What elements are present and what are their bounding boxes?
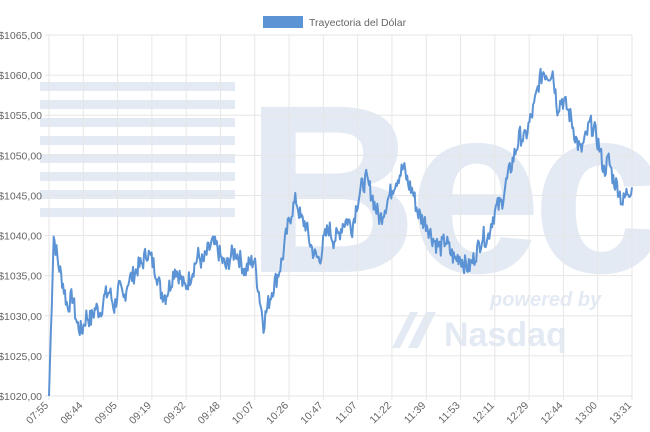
bec-nasdaq-watermark: Bec powered by Nasdaq: [40, 55, 650, 354]
grid-lines: [45, 34, 633, 400]
x-tick-label: 11:22: [368, 400, 395, 427]
y-axis: $1020,00 $1025,00 $1030,00 $1035,00 $1040,00…: [0, 30, 42, 403]
x-tick-label: 10:26: [264, 400, 291, 427]
x-tick-label: 09:19: [127, 400, 154, 427]
x-axis: 07:55 08:44 09:05 09:19 09:32 09:48 10:07 10:26…: [24, 400, 634, 427]
x-tick-label: 10:47: [298, 400, 325, 427]
x-tick-label: 12:11: [470, 400, 497, 427]
x-tick-label: 09:32: [161, 400, 188, 427]
watermark-brand: Nasdaq: [444, 316, 567, 354]
series-line[interactable]: [48, 67, 633, 397]
y-tick-label: $1060,00: [0, 70, 42, 82]
x-tick-label: 08:44: [58, 400, 85, 427]
legend-swatch: [263, 16, 303, 28]
y-tick-label: $1035,00: [0, 271, 42, 283]
nasdaq-logo-icon: [392, 312, 436, 348]
x-tick-label: 13:00: [573, 400, 600, 427]
bec-logo-stripes: [40, 82, 235, 217]
x-tick-label: 09:05: [93, 400, 120, 427]
y-tick-label: $1045,00: [0, 190, 42, 202]
legend-label: Trayectoria del Dólar: [309, 17, 407, 29]
chart-legend[interactable]: Trayectoria del Dólar: [263, 16, 407, 29]
watermark-tagline: powered by: [489, 289, 602, 311]
x-tick-label: 12:29: [504, 400, 531, 427]
y-tick-label: $1050,00: [0, 150, 42, 162]
x-tick-label: 09:48: [196, 400, 223, 427]
x-tick-label: 11:07: [333, 400, 360, 427]
x-tick-label: 07:55: [24, 400, 51, 427]
x-tick-label: 11:53: [436, 400, 463, 427]
y-tick-label: $1040,00: [0, 231, 42, 243]
x-tick-label: 10:07: [230, 400, 257, 427]
watermark-logo-text: Bec: [245, 55, 650, 323]
x-tick-label: 13:31: [607, 400, 634, 427]
y-tick-label: $1055,00: [0, 110, 42, 122]
x-tick-label: 12:44: [538, 400, 565, 427]
series-layer: [48, 67, 633, 397]
y-tick-label: $1020,00: [0, 391, 42, 403]
x-tick-label: 11:39: [402, 400, 429, 427]
y-tick-label: $1025,00: [0, 351, 42, 363]
y-tick-label: $1065,00: [0, 30, 42, 42]
y-tick-label: $1030,00: [0, 311, 42, 323]
